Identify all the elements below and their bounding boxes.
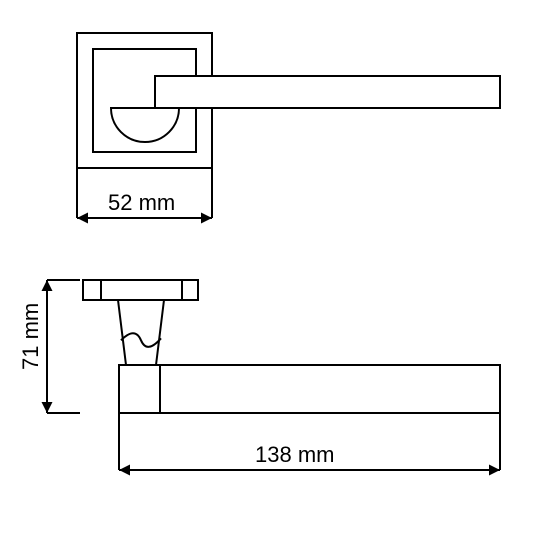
technical-drawing: 52 mm 71 mm 138 mm xyxy=(0,0,551,551)
dim-arrow xyxy=(201,213,212,224)
lever-stem-side xyxy=(118,300,164,365)
dim-label-length: 138 mm xyxy=(255,442,334,467)
top-view: 52 mm xyxy=(77,33,500,224)
dim-arrow xyxy=(42,402,53,413)
lever-bar-side xyxy=(119,365,500,413)
dim-label-rose: 52 mm xyxy=(108,190,175,215)
dim-arrow xyxy=(42,280,53,291)
dim-label-height: 71 mm xyxy=(18,303,43,370)
lever-top-view xyxy=(155,76,500,108)
dim-arrow xyxy=(119,465,130,476)
dim-arrow xyxy=(489,465,500,476)
dim-arrow xyxy=(77,213,88,224)
side-view: 71 mm 138 mm xyxy=(18,280,500,476)
